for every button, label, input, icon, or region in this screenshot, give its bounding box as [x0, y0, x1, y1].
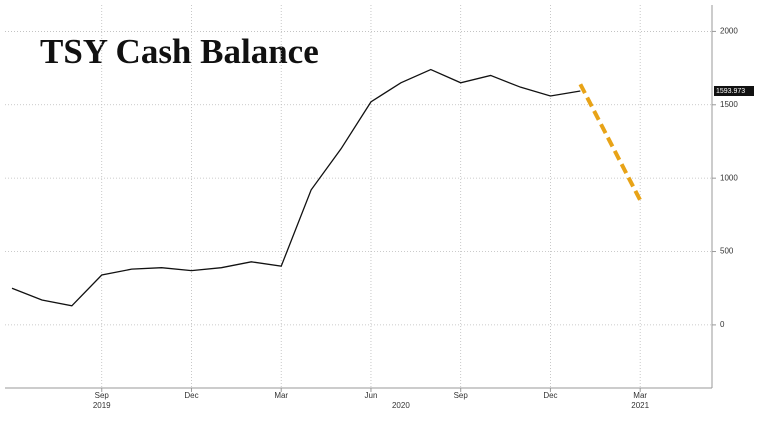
- x-tick-label: Sep: [95, 391, 110, 400]
- x-tick-label: Mar: [274, 391, 288, 400]
- projection-line: [578, 83, 642, 202]
- data-line: [11, 68, 581, 307]
- y-tick-label: 1000: [720, 173, 738, 182]
- x-tick-label: Dec: [543, 391, 557, 400]
- x-tick-label: Mar: [633, 391, 647, 400]
- x-tick-label: Dec: [184, 391, 198, 400]
- chart-title: TSY Cash Balance: [40, 32, 319, 71]
- last-value-label: 1593.973: [716, 88, 745, 95]
- x-tick-label: Sep: [454, 391, 469, 400]
- year-label: 2020: [392, 401, 410, 410]
- y-tick-label: 0: [720, 320, 725, 329]
- y-tick-label: 500: [720, 247, 734, 256]
- year-label: 2019: [93, 401, 111, 410]
- y-tick-label: 1500: [720, 100, 738, 109]
- x-tick-label: Jun: [365, 391, 378, 400]
- last-value-box: [714, 85, 754, 96]
- y-tick-label: 2000: [720, 27, 738, 36]
- year-label: 2021: [631, 401, 649, 410]
